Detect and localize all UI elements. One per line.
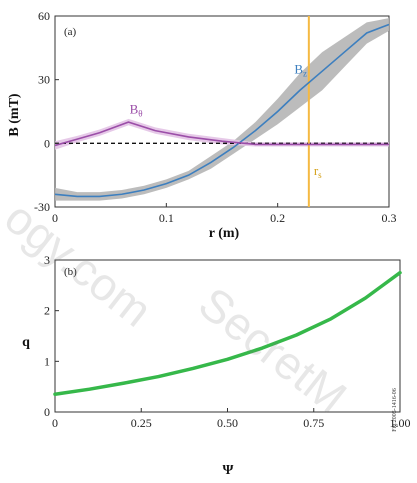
panel-b-ylabel: q [22,335,30,350]
x-tick-label: 0.25 [131,416,152,430]
x-tick-label: 0.50 [217,416,238,430]
x-tick-label: 1.00 [390,416,411,430]
panel-a-ylabel: B (mT) [7,93,22,137]
btheta-annotation: Bθ [130,102,143,119]
x-tick-label: 0 [52,211,58,225]
panel-a-xlabel: r (m) [209,226,240,241]
y-tick-label: -30 [34,200,50,214]
x-tick-label: 0 [52,416,58,430]
y-tick-label: 0 [44,405,50,419]
btheta-series-line [54,121,389,147]
panel-b: 0 0.25 0.50 0.75 1.00 0 1 2 3 (b) Ψ q Fig.2005-1… [22,253,410,478]
y-tick-label: 2 [44,304,50,318]
y-tick-label: 3 [44,253,50,267]
panel-b-tag: (b) [64,266,77,278]
panel-a-tag: (a) [64,26,77,38]
bz-annotation: Bz [294,61,307,78]
panel-b-xlabel: Ψ [223,463,234,478]
panel-b-side-tag: Fig.2005-1416-06 [392,388,398,432]
x-tick-label: 0.1 [159,211,174,225]
btheta-uncertainty-band [55,118,389,150]
x-tick-label: 0.75 [303,416,324,430]
rs-label: rs [314,163,322,180]
x-tick-label: 0.2 [270,211,285,225]
bz-series-line [54,23,390,198]
panel-a-frame [54,15,390,208]
y-tick-label: 1 [44,354,50,368]
y-tick-label: 0 [44,136,50,150]
y-tick-label: 60 [38,9,50,23]
bz-uncertainty-band [55,18,389,201]
x-tick-label: 0.3 [382,211,397,225]
q-series-line [53,270,402,397]
y-tick-label: 30 [38,73,50,87]
